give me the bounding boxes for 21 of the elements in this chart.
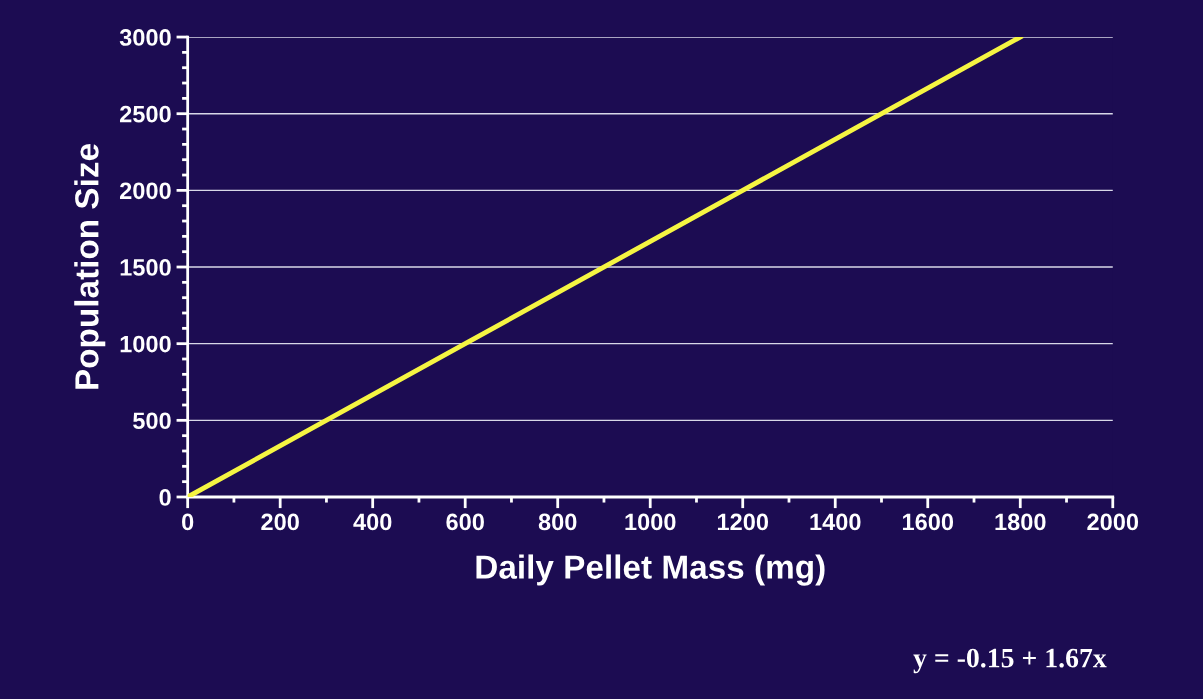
y-tick-label: 1000 [120,335,171,353]
x-tick-label: 1000 [625,513,676,531]
y-tick-label: 1500 [120,259,171,276]
x-tick-label: 1400 [810,513,861,531]
x-tick-label: 400 [353,513,392,531]
y-tick-label: 0 [159,489,171,506]
y-axis-title: Population Size [74,144,106,389]
x-tick-label: 600 [446,513,484,531]
y-tick-label: 2000 [119,182,171,200]
x-tick-label: 1600 [902,513,954,531]
text: y = -0.15 + 1.67x [913,648,1107,674]
y-tick-label: 500 [133,412,171,430]
x-axis-title: Daily Pellet Mass (mg) [476,554,825,586]
x-tick-label: 200 [261,513,299,531]
x-tick-label: 800 [538,513,577,531]
y-tick-label: 2500 [119,105,171,123]
x-tick-label: 2000 [1087,513,1139,531]
x-tick-label: 0 [182,513,194,531]
x-tick-label: 1800 [995,513,1046,531]
x-tick-label: 1200 [717,513,769,531]
y-tick-label: 3000 [119,29,171,46]
